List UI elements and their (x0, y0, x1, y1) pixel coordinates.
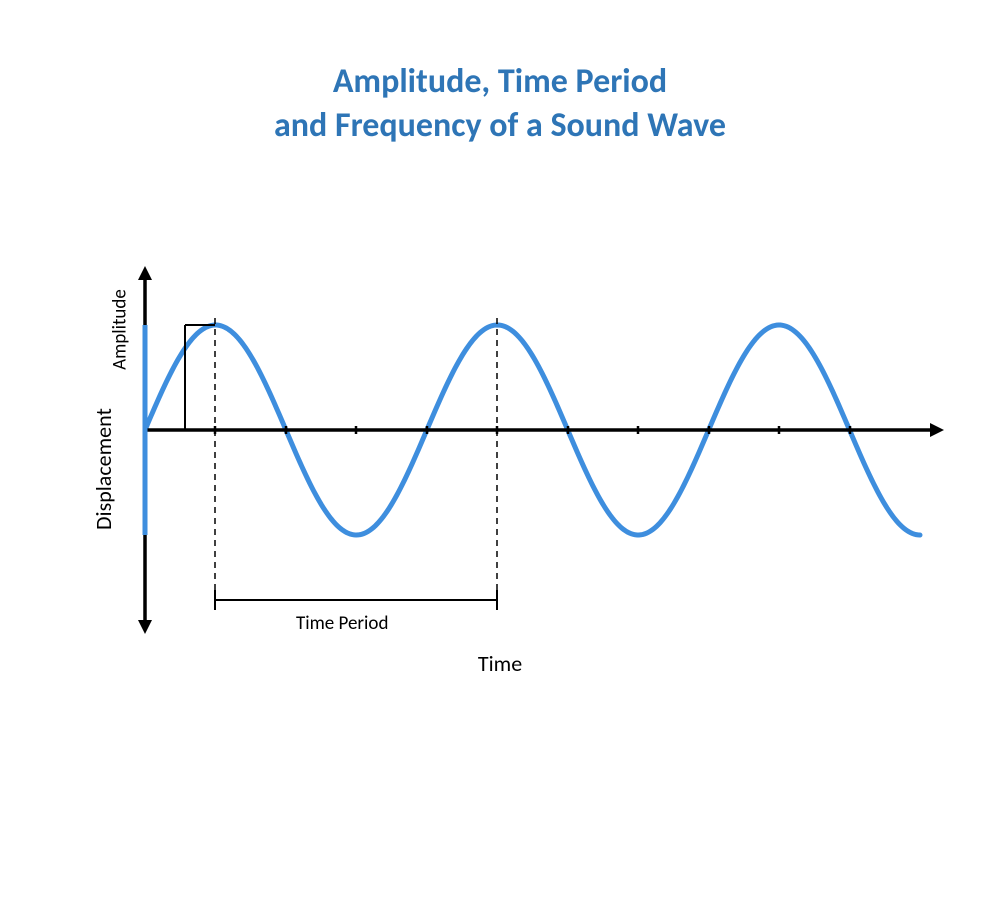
x-axis-text: Time (478, 650, 522, 677)
y-axis-text: Displacement (90, 408, 117, 530)
amplitude-label: Amplitude (109, 274, 132, 384)
title-line-2: and Frequency of a Sound Wave (274, 105, 726, 146)
y-axis-label: Displacement (90, 408, 117, 530)
amplitude-text: Amplitude (109, 289, 132, 370)
title-line-1: Amplitude, Time Period (333, 61, 667, 102)
wave-diagram: Amplitude Time Period Time Displacement (50, 230, 950, 680)
time-period-label: Time Period (296, 612, 388, 635)
wave-svg (50, 230, 950, 680)
diagram-title: Amplitude, Time Period and Frequency of … (0, 60, 1000, 148)
time-period-text: Time Period (296, 612, 388, 635)
x-axis-label: Time (478, 650, 522, 677)
